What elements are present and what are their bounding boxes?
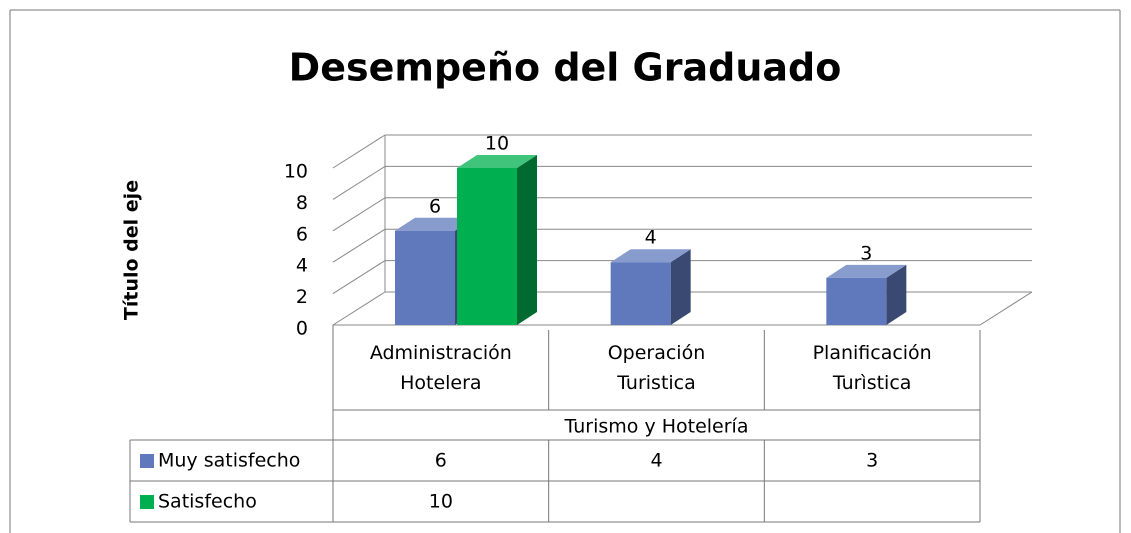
bar [826, 264, 907, 325]
data-label: 10 [485, 133, 509, 155]
bar-face [517, 155, 537, 325]
bar-face [610, 249, 691, 263]
legend-label: Muy satisfecho [158, 450, 300, 472]
grid-line [332, 260, 386, 295]
y-axis-title: Título del eje [121, 180, 143, 320]
legend-label: Satisfecho [158, 491, 257, 513]
x-tick-label-box: Operación Turistica [607, 342, 706, 394]
x-tick-label: Planificación Turìstica [812, 342, 932, 394]
grid-line [332, 291, 386, 326]
x-tick-label: Administración Hotelera [369, 342, 512, 394]
x-tick-label-box: Administración Hotelera [369, 342, 512, 394]
bar [610, 249, 691, 325]
bar-face [826, 277, 887, 325]
table-value: 6 [435, 450, 447, 472]
y-tick-label: 6 [296, 223, 308, 245]
table-value: 4 [650, 450, 662, 472]
chart-title: Desempeño del Graduado [289, 46, 842, 90]
grid-line [332, 197, 386, 232]
bar-face [826, 264, 907, 278]
data-label: 3 [860, 242, 872, 264]
bar [457, 155, 537, 325]
category-group-label: Turismo y Hotelería [564, 416, 749, 438]
data-label: 6 [429, 195, 441, 217]
y-tick-label: 8 [296, 192, 308, 214]
bar-face [670, 249, 691, 325]
bar-face [886, 264, 907, 325]
data-label: 4 [645, 227, 657, 249]
bar-face [395, 217, 475, 231]
bar-face [395, 230, 455, 325]
bar-face [457, 155, 537, 168]
grid-line [332, 165, 386, 200]
bar-face [457, 168, 517, 325]
x-tick-label: Operación Turistica [607, 342, 706, 394]
table-value: 10 [429, 491, 453, 513]
floor [333, 291, 1033, 326]
grid-line [332, 134, 386, 169]
y-tick-label: 0 [296, 318, 308, 340]
legend-swatch [140, 495, 154, 509]
y-tick-label: 10 [284, 161, 308, 183]
grid-line [332, 228, 386, 263]
y-tick-label: 2 [296, 286, 308, 308]
bar-face [610, 262, 671, 325]
x-tick-label-box: Planificación Turìstica [812, 342, 932, 394]
table-value: 3 [866, 450, 878, 472]
y-tick-label: 4 [296, 255, 308, 277]
legend-swatch [140, 454, 154, 468]
